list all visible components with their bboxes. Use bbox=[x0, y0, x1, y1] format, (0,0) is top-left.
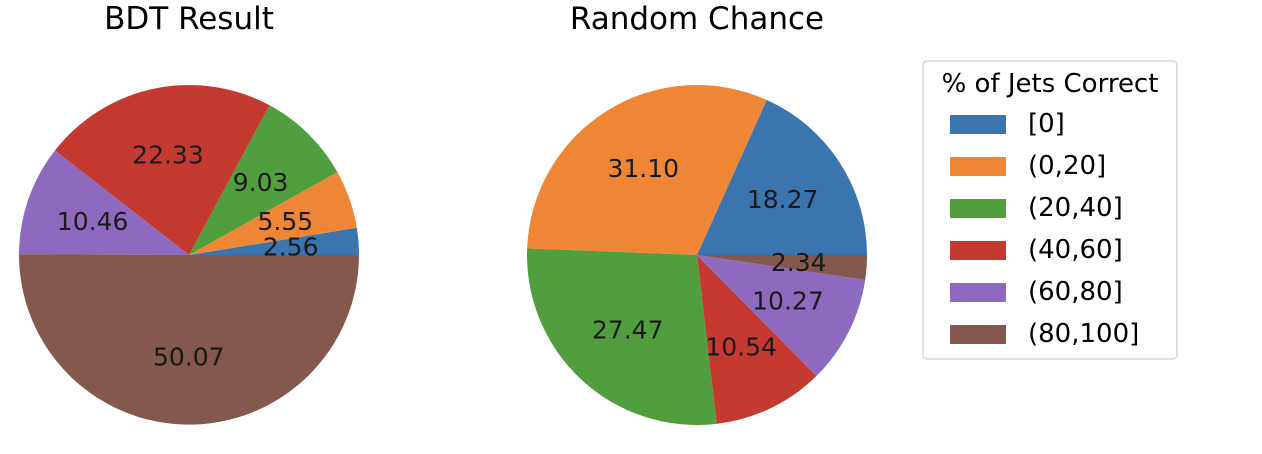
pie-data-label: 2.56 bbox=[263, 232, 319, 261]
legend-swatch bbox=[950, 199, 1006, 218]
legend-label: (40,60] bbox=[1028, 235, 1123, 265]
legend-swatch bbox=[950, 325, 1006, 344]
pie-slices bbox=[526, 85, 867, 426]
pie-data-label: 27.47 bbox=[592, 315, 664, 344]
pie-data-label: 22.33 bbox=[132, 141, 204, 170]
pie-data-label: 31.10 bbox=[608, 154, 680, 183]
pie-slice bbox=[697, 99, 867, 255]
legend-item: (0,20] bbox=[950, 151, 1106, 181]
pie-slice bbox=[18, 254, 360, 425]
pie-data-labels: 18.27 31.10 27.47 10.54 10.27 2.34 bbox=[592, 154, 827, 362]
legend: % of Jets Correct [0] (0,20] (20,40] (40,60… bbox=[922, 60, 1178, 360]
pie-data-label: 9.03 bbox=[233, 168, 289, 197]
legend-label: (20,40] bbox=[1028, 193, 1123, 223]
pie-slices bbox=[18, 84, 360, 425]
legend-item: (20,40] bbox=[950, 193, 1123, 223]
pie-data-labels: 2.565.55 9.03 22.33 10.46 50.07 bbox=[57, 141, 319, 372]
pie-data-label: 2.34 bbox=[771, 248, 827, 277]
legend-item: (80,100] bbox=[950, 319, 1139, 349]
pie-slice bbox=[189, 172, 357, 255]
pie-slice bbox=[54, 84, 270, 256]
legend-label: (60,80] bbox=[1028, 277, 1123, 307]
chart-title: BDT Result bbox=[104, 1, 274, 37]
pie-slice bbox=[19, 150, 189, 255]
pie-data-label: 10.54 bbox=[705, 332, 777, 361]
legend-swatch bbox=[950, 157, 1006, 176]
pie-slice bbox=[697, 255, 866, 377]
pie-slice bbox=[526, 248, 717, 426]
pie-slice bbox=[697, 255, 817, 424]
pie-chart-random-chance: Random Chance 18.27 31.10 27.47 10.54 10.27 2… bbox=[526, 1, 867, 426]
legend-item: (60,80] bbox=[950, 277, 1123, 307]
legend-item: (40,60] bbox=[950, 235, 1123, 265]
legend-item: [0] bbox=[950, 109, 1065, 139]
legend-swatch bbox=[950, 241, 1006, 260]
pie-data-label: 5.55 bbox=[257, 207, 313, 236]
pie-data-label: 18.27 bbox=[747, 185, 819, 214]
chart-title: Random Chance bbox=[570, 1, 824, 37]
pie-data-label: 50.07 bbox=[153, 343, 225, 372]
pie-slice bbox=[189, 227, 360, 255]
pie-slice bbox=[697, 255, 867, 280]
legend-label: (80,100] bbox=[1028, 319, 1139, 349]
pie-data-label: 10.27 bbox=[752, 287, 824, 316]
pie-slice bbox=[527, 85, 767, 255]
pie-data-label: 10.46 bbox=[57, 207, 129, 236]
legend-label: (0,20] bbox=[1028, 151, 1106, 181]
pie-slice bbox=[189, 105, 338, 255]
legend-title: % of Jets Correct bbox=[942, 69, 1159, 99]
legend-swatch bbox=[950, 115, 1006, 134]
legend-swatch bbox=[950, 283, 1006, 302]
legend-entries: [0] (0,20] (20,40] (40,60] (60,80] (80,100] bbox=[950, 109, 1139, 349]
legend-label: [0] bbox=[1028, 109, 1065, 139]
pie-chart-bdt-result: BDT Result 2.565.55 9.03 22.33 10.46 50.07 bbox=[18, 1, 360, 425]
